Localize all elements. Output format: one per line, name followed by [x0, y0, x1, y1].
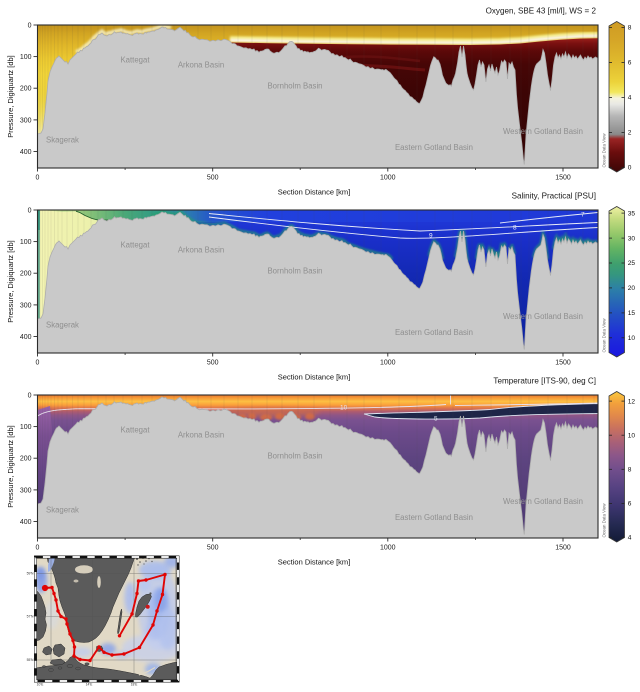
svg-text:30: 30	[628, 235, 636, 242]
svg-text:Kattegat: Kattegat	[120, 426, 150, 435]
svg-text:400: 400	[20, 149, 32, 156]
svg-text:0: 0	[36, 174, 40, 181]
svg-text:Eastern Gotland Basin: Eastern Gotland Basin	[395, 328, 473, 337]
svg-text:Western Gotland Basin: Western Gotland Basin	[503, 312, 583, 321]
svg-text:57'N: 57'N	[27, 615, 34, 619]
svg-text:1000: 1000	[380, 174, 396, 181]
svg-text:4: 4	[628, 95, 632, 102]
svg-text:200: 200	[20, 456, 32, 463]
svg-text:500: 500	[207, 174, 219, 181]
svg-text:8: 8	[513, 225, 517, 232]
svg-text:Pressure, Digiquartz [db]: Pressure, Digiquartz [db]	[6, 240, 15, 323]
svg-text:55'N: 55'N	[27, 658, 34, 662]
svg-text:6: 6	[628, 501, 632, 508]
svg-text:Bornholm Basin: Bornholm Basin	[267, 82, 322, 91]
svg-text:200: 200	[20, 86, 32, 93]
svg-text:0: 0	[628, 165, 632, 172]
svg-text:10: 10	[628, 335, 636, 342]
svg-text:12: 12	[628, 398, 636, 405]
svg-text:25: 25	[628, 260, 636, 267]
svg-text:0: 0	[36, 359, 40, 366]
svg-text:Section Distance [km]: Section Distance [km]	[278, 373, 351, 382]
svg-text:15: 15	[628, 310, 636, 317]
svg-text:10: 10	[340, 405, 348, 412]
svg-text:300: 300	[20, 487, 32, 494]
svg-text:35: 35	[628, 210, 636, 217]
svg-text:Ocean Data View: Ocean Data View	[602, 318, 607, 353]
svg-text:10'E: 10'E	[37, 683, 44, 687]
svg-text:Arkona Basin: Arkona Basin	[178, 61, 224, 70]
svg-text:6: 6	[628, 60, 632, 67]
svg-text:300: 300	[20, 117, 32, 124]
svg-text:1000: 1000	[380, 359, 396, 366]
svg-text:10: 10	[628, 432, 636, 439]
svg-text:1500: 1500	[555, 359, 571, 366]
svg-text:Oxygen, SBE 43 [ml/l], WS = 2: Oxygen, SBE 43 [ml/l], WS = 2	[486, 7, 597, 16]
svg-text:0: 0	[28, 392, 32, 399]
svg-text:20: 20	[628, 285, 636, 292]
svg-text:500: 500	[207, 359, 219, 366]
svg-text:Section Distance [km]: Section Distance [km]	[278, 188, 351, 197]
svg-text:0: 0	[28, 22, 32, 29]
svg-text:Kattegat: Kattegat	[120, 56, 150, 65]
svg-text:500: 500	[207, 544, 219, 551]
svg-text:300: 300	[20, 302, 32, 309]
svg-text:4: 4	[628, 535, 632, 542]
svg-text:Temperature [ITS-90, deg C]: Temperature [ITS-90, deg C]	[493, 377, 596, 386]
svg-text:Western Gotland Basin: Western Gotland Basin	[503, 497, 583, 506]
svg-text:Salinity, Practical [PSU]: Salinity, Practical [PSU]	[512, 192, 596, 201]
svg-text:Pressure, Digiquartz [db]: Pressure, Digiquartz [db]	[6, 425, 15, 508]
svg-text:Arkona Basin: Arkona Basin	[178, 246, 224, 255]
svg-text:59'N: 59'N	[27, 572, 34, 576]
svg-text:14'E: 14'E	[86, 683, 93, 687]
svg-text:100: 100	[20, 239, 32, 246]
svg-text:400: 400	[20, 334, 32, 341]
svg-text:100: 100	[20, 54, 32, 61]
svg-text:Arkona Basin: Arkona Basin	[178, 431, 224, 440]
svg-text:7: 7	[581, 212, 585, 219]
svg-text:100: 100	[20, 424, 32, 431]
svg-text:9: 9	[429, 233, 433, 240]
svg-text:Skagerak: Skagerak	[46, 506, 79, 515]
svg-text:Eastern Gotland Basin: Eastern Gotland Basin	[395, 513, 473, 522]
svg-text:Skagerak: Skagerak	[46, 321, 79, 330]
svg-text:400: 400	[20, 519, 32, 526]
svg-text:Skagerak: Skagerak	[46, 136, 79, 145]
svg-text:0: 0	[36, 544, 40, 551]
svg-text:1500: 1500	[555, 544, 571, 551]
svg-text:Ocean Data View: Ocean Data View	[602, 133, 607, 168]
svg-text:2: 2	[628, 130, 632, 137]
svg-text:Ocean Data View: Ocean Data View	[602, 503, 607, 538]
svg-text:Pressure, Digiquartz [db]: Pressure, Digiquartz [db]	[6, 55, 15, 138]
svg-text:Section Distance [km]: Section Distance [km]	[278, 558, 351, 567]
svg-text:Bornholm Basin: Bornholm Basin	[267, 267, 322, 276]
svg-text:Bornholm Basin: Bornholm Basin	[267, 452, 322, 461]
svg-text:200: 200	[20, 271, 32, 278]
svg-text:8: 8	[628, 25, 632, 32]
svg-text:1000: 1000	[380, 544, 396, 551]
svg-text:8: 8	[628, 467, 632, 474]
svg-text:5: 5	[434, 416, 438, 423]
svg-text:1500: 1500	[555, 174, 571, 181]
svg-text:18'E: 18'E	[131, 683, 138, 687]
svg-text:Kattegat: Kattegat	[120, 241, 150, 250]
svg-text:Eastern Gotland Basin: Eastern Gotland Basin	[395, 143, 473, 152]
svg-text:0: 0	[28, 207, 32, 214]
svg-text:Western Gotland Basin: Western Gotland Basin	[503, 127, 583, 136]
